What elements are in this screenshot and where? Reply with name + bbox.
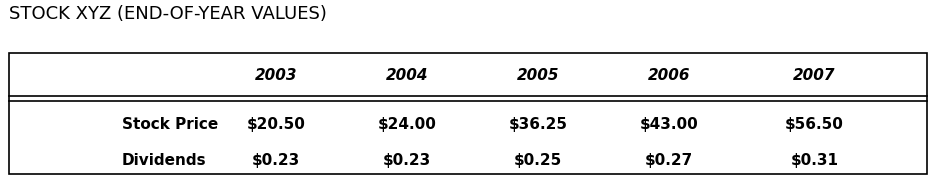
Text: Dividends: Dividends [122,153,206,168]
Text: 2004: 2004 [386,68,429,83]
Text: $0.23: $0.23 [252,153,300,168]
Text: $20.50: $20.50 [247,117,305,132]
Text: 2005: 2005 [517,68,560,83]
Text: STOCK XYZ (END-OF-YEAR VALUES): STOCK XYZ (END-OF-YEAR VALUES) [9,5,328,23]
Text: $0.31: $0.31 [790,153,839,168]
Text: 2007: 2007 [793,68,836,83]
Text: Stock Price: Stock Price [122,117,218,132]
Text: $56.50: $56.50 [785,117,843,132]
Text: $24.00: $24.00 [378,117,436,132]
Text: 2006: 2006 [648,68,691,83]
Text: $0.23: $0.23 [383,153,431,168]
Text: 2003: 2003 [255,68,298,83]
Text: $36.25: $36.25 [508,117,568,132]
Text: $43.00: $43.00 [640,117,698,132]
Text: $0.27: $0.27 [645,153,694,168]
FancyBboxPatch shape [9,53,927,174]
Text: $0.25: $0.25 [514,153,563,168]
